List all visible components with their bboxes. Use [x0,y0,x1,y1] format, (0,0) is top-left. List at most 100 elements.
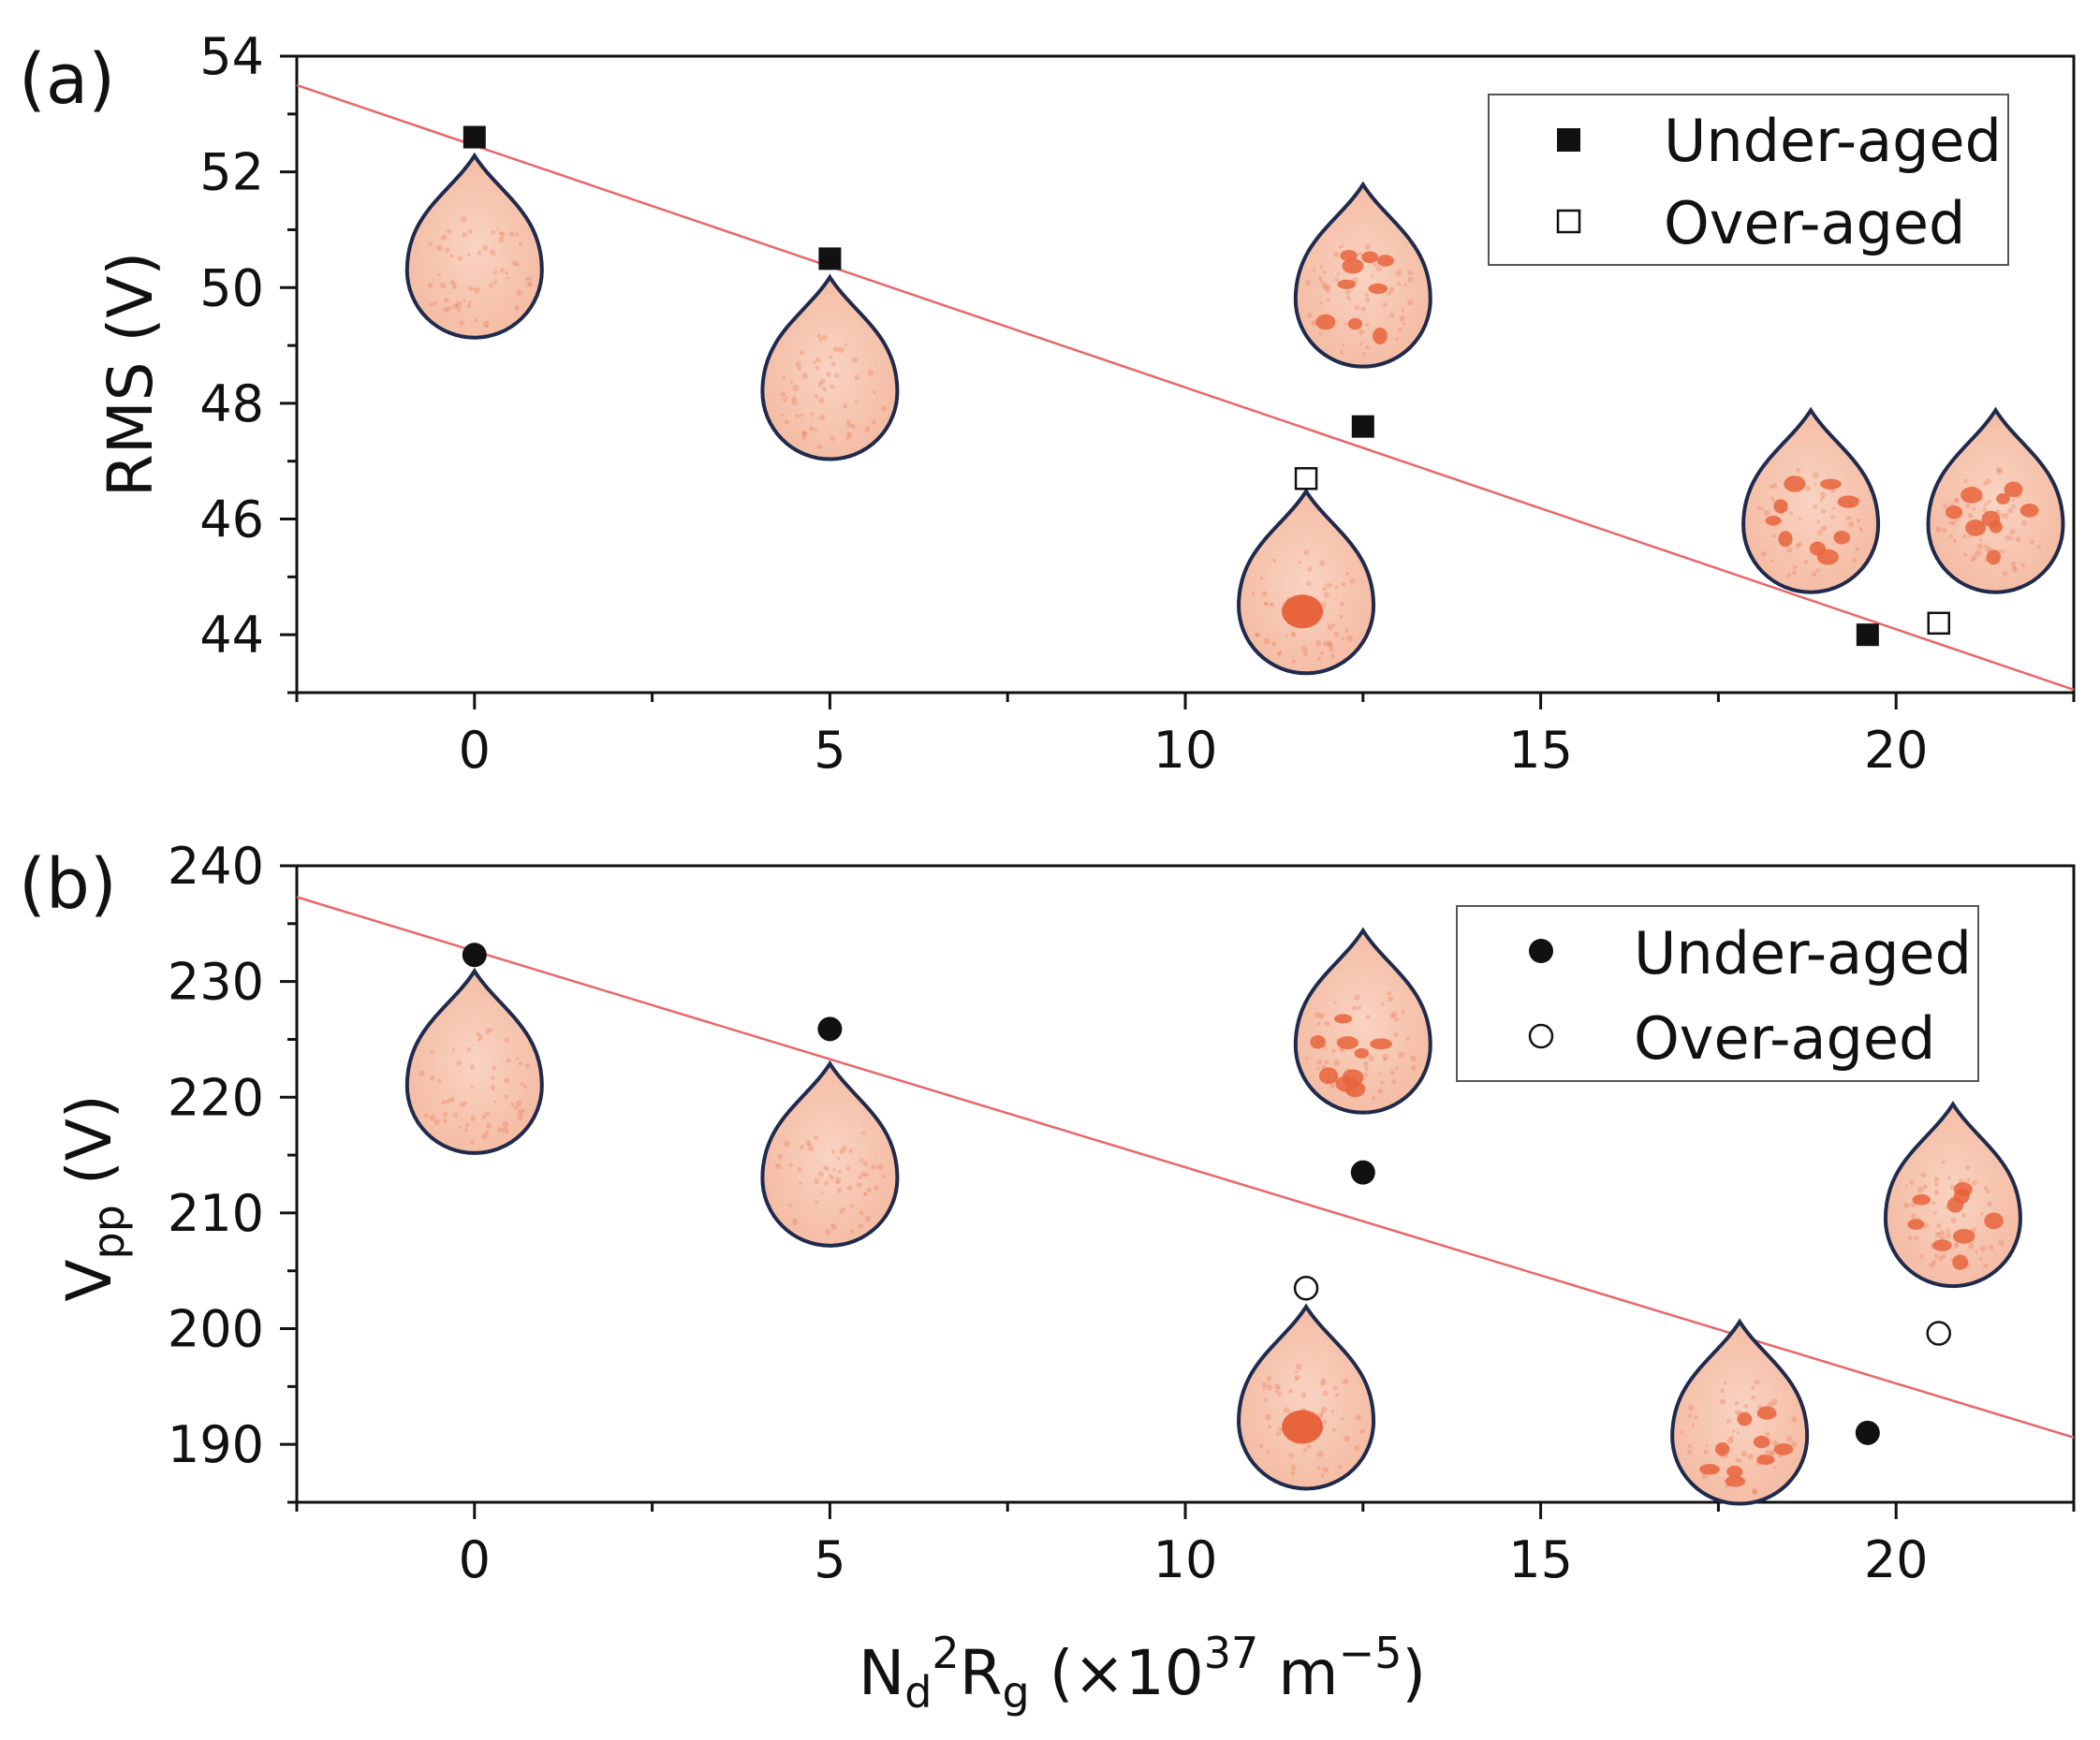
panel-a-droplet-0-speckle [467,300,472,304]
panel-a-droplet-4-speckle [1816,530,1823,536]
panel-b-droplet-2-speckle [1330,1409,1335,1414]
panel-a-point-over-aged-1 [1927,611,1951,636]
panel-a-droplet-0-speckle [515,307,519,312]
panel-b-droplet-0-speckle [469,1064,476,1070]
panel-a-droplet-4-speckle [1795,543,1800,548]
panel-b-droplet-0-speckle [522,1084,528,1089]
panel-b-droplet-5-speckle [1922,1184,1929,1190]
panel-a-droplet-5-speckle [2010,561,2017,567]
panel-a-droplet-2-speckle [1333,631,1340,637]
panel-b-droplet-0-speckle [423,1113,429,1118]
panel-a-droplet-0-speckle [451,285,456,289]
panel-a-droplet-0-speckle [508,230,515,237]
panel-b-droplet-2-speckle [1355,1414,1361,1421]
panel-a-droplet-image-2 [1237,488,1376,676]
panel-a-droplet-0-speckle [485,324,490,329]
panel-b-tick-labels: 0 5 10 15 20 190 200 210 220 230 240 [168,837,1929,1589]
panel-b-droplet-0-speckle [485,1028,491,1033]
panel-a-droplet-3-speckle [1322,285,1329,290]
panel-b-droplet-0-speckle [443,1112,448,1118]
panel-b-droplet-0-speckle [443,1119,448,1123]
panel-a-droplet-0-speckle [466,253,471,257]
panel-b-droplet-3-speckle [1329,1083,1336,1089]
panel-b-label: (b) [19,844,117,925]
panel-a-droplet-2-speckle [1272,558,1277,563]
panel-a-droplet-0-speckle [437,273,442,277]
panel-b-x-tick-label-0: 0 [459,1530,491,1589]
panel-b-droplet-1-speckle [799,1181,802,1185]
panel-b-droplet-4-speckle [1734,1410,1740,1415]
panel-a-droplet-0-speckle [489,283,493,288]
panel-b-droplet-1-speckle [817,1171,824,1177]
panel-a-droplet-4-spot [1819,478,1842,490]
panel-a-droplet-image-3 [1293,181,1432,369]
panel-b-droplet-4-speckle [1738,1458,1742,1463]
panel-a-droplet-images [404,152,2065,676]
panel-b-droplet-2-speckle [1320,1381,1326,1386]
panel-a-droplet-5-speckle [1949,502,1955,507]
panel-b-droplet-3-speckle [1318,1013,1325,1019]
panel-a-droplet-1-speckle [795,361,801,368]
panel-a-droplet-4-speckle [1772,499,1776,504]
panel-a-droplet-1-speckle [851,424,856,429]
panel-a-droplet-1-speckle [873,390,877,394]
panel-b-droplet-1-speckle [836,1157,841,1161]
panel-a-droplet-2-speckle [1330,653,1336,658]
panel-b-droplet-1-speckle [791,1219,799,1226]
panel-a-droplet-1-speckle [845,435,850,440]
panel-b-droplet-1-speckle [837,1170,842,1175]
panel-a-droplet-3-speckle [1402,322,1406,326]
panel-b-droplet-0-speckle [459,1102,465,1108]
panel-a-droplet-2-speckle [1314,639,1322,647]
panel-a-x-tick-label-15: 15 [1508,721,1573,780]
panel-b-droplet-0-speckle [493,1100,497,1104]
panel-a-droplet-0-speckle [444,298,449,303]
panel-b-droplet-0-speckle [466,1046,472,1052]
panel-a-droplet-1-speckle [847,432,853,439]
panel-b-droplet-0-speckle [515,1057,520,1060]
panel-a-droplet-5-speckle [1972,506,1976,511]
panel-a-droplet-2-speckle [1303,651,1309,657]
panel-a-droplet-1-speckle [792,396,797,401]
panel-b-droplet-0-speckle [496,1127,503,1133]
panel-a-droplet-5-speckle [1995,466,2002,473]
panel-b-droplet-4-speckle [1687,1449,1693,1455]
panel-a-droplet-2-speckle [1322,586,1327,592]
panel-a-droplet-3-speckle [1373,262,1378,268]
panel-b-droplet-5-spot [1907,1219,1925,1230]
panel-a-droplet-0-speckle [436,244,444,252]
panel-a-droplet-1-speckle [780,391,786,398]
panel-a-droplet-4-speckle [1855,547,1860,551]
panel-b-droplet-1-speckle [832,1168,836,1172]
panel-b-droplet-5-speckle [1903,1202,1910,1208]
panel-a-droplet-0-speckle [459,320,464,327]
panel-a-droplet-0-speckle [452,302,459,310]
panel-a-legend-box [1488,94,2009,266]
panel-a-droplet-0-speckle [527,276,533,282]
panel-b-droplet-1-speckle [788,1162,793,1168]
panel-b-droplet-2-speckle [1337,1464,1343,1469]
panel-b-droplet-3-speckle [1393,1031,1399,1038]
panel-b-droplet-0-speckle [456,1060,463,1066]
panel-a-droplet-1-speckle [818,414,826,421]
panel-a-droplet-2-cluster [1282,594,1324,629]
panel-a-droplet-0-speckle [500,231,506,237]
panel-b-ticks [280,864,2076,1519]
panel-b-droplet-5-speckle [1910,1213,1916,1220]
panel-b-droplet-1-speckle [797,1166,802,1172]
panel-a-droplet-4-speckle [1819,491,1826,498]
panel-a-droplet-3-speckle [1364,292,1369,298]
panel-b-fit-line [296,896,2075,1439]
panel-b-droplet-1-speckle [861,1131,866,1135]
panel-a-droplet-0-speckle [516,289,522,297]
panel-a-droplet-5-speckle [1970,557,1975,563]
panel-a-droplet-1-speckle [881,405,887,412]
panel-a-droplet-2-speckle [1317,656,1322,661]
panel-b-droplet-4-speckle [1743,1403,1749,1410]
panel-b-x-tick-label-15: 15 [1508,1530,1573,1589]
panel-a-droplet-5-speckle [2013,565,2017,570]
panel-a-droplet-0-speckle [456,307,462,313]
panel-b-droplet-1-speckle [866,1188,872,1193]
panel-a-droplet-5-speckle [2003,513,2009,519]
panel-b-droplet-3-speckle [1363,1072,1369,1077]
